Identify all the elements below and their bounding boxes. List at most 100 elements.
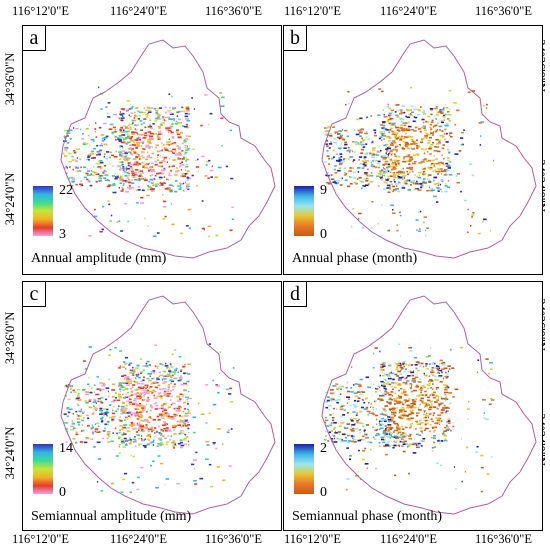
deformation-pixel (119, 350, 123, 352)
deformation-pixel (184, 372, 188, 374)
deformation-pixel (393, 429, 397, 432)
deformation-pixel (186, 384, 188, 386)
deformation-pixel (106, 437, 109, 440)
deformation-pixel (433, 430, 435, 433)
deformation-pixel (137, 189, 141, 191)
deformation-pixel (455, 109, 460, 112)
deformation-pixel (383, 378, 386, 381)
deformation-pixel (107, 179, 110, 182)
deformation-pixel (91, 431, 95, 434)
deformation-pixel (391, 407, 396, 410)
deformation-pixel (128, 123, 133, 126)
deformation-pixel (130, 413, 133, 416)
deformation-pixel (144, 446, 147, 449)
deformation-pixel (124, 168, 127, 171)
deformation-pixel (466, 231, 469, 234)
deformation-pixel (337, 136, 340, 139)
deformation-pixel (383, 393, 387, 396)
deformation-pixel (174, 369, 178, 371)
deformation-pixel (82, 133, 84, 135)
deformation-pixel (339, 425, 342, 427)
deformation-pixel (396, 384, 400, 386)
deformation-pixel (385, 148, 389, 150)
deformation-pixel (151, 162, 154, 165)
deformation-pixel (100, 108, 103, 110)
deformation-pixel (171, 402, 176, 405)
deformation-pixel (380, 380, 384, 383)
deformation-pixel (407, 446, 409, 448)
deformation-pixel (438, 142, 441, 144)
deformation-pixel (210, 485, 214, 488)
deformation-pixel (377, 398, 380, 400)
deformation-pixel (101, 412, 105, 415)
deformation-pixel (398, 143, 401, 146)
deformation-pixel (185, 436, 189, 438)
deformation-pixel (125, 191, 129, 193)
deformation-pixel (377, 160, 381, 163)
deformation-pixel (386, 401, 389, 403)
deformation-pixel (367, 436, 369, 439)
deformation-pixel (74, 150, 77, 153)
deformation-pixel (447, 159, 451, 162)
deformation-pixel (423, 410, 426, 412)
deformation-pixel (176, 170, 180, 172)
deformation-pixel (377, 222, 379, 225)
deformation-pixel (399, 214, 402, 217)
deformation-pixel (157, 425, 161, 428)
deformation-pixel (388, 394, 392, 396)
deformation-pixel (399, 112, 403, 115)
deformation-pixel (100, 401, 104, 404)
deformation-pixel (444, 375, 447, 378)
deformation-pixel (387, 103, 390, 106)
deformation-pixel (400, 129, 404, 131)
deformation-pixel (467, 418, 469, 420)
deformation-pixel (406, 116, 411, 119)
deformation-pixel (453, 102, 457, 104)
deformation-pixel (70, 176, 73, 179)
deformation-pixel (131, 149, 133, 152)
deformation-pixel (411, 181, 415, 184)
deformation-pixel (370, 402, 372, 405)
deformation-pixel (415, 120, 417, 123)
deformation-pixel (328, 134, 333, 137)
deformation-pixel (146, 360, 150, 363)
deformation-pixel (157, 392, 162, 394)
deformation-pixel (186, 380, 190, 383)
deformation-pixel (393, 176, 397, 179)
deformation-pixel (216, 428, 221, 430)
deformation-pixel (414, 116, 418, 119)
deformation-pixel (388, 165, 391, 168)
deformation-pixel (131, 422, 133, 425)
deformation-pixel (438, 161, 442, 164)
deformation-pixel (388, 137, 392, 139)
deformation-pixel (349, 182, 353, 185)
deformation-pixel (109, 123, 114, 126)
deformation-pixel (465, 446, 469, 449)
deformation-pixel (126, 427, 128, 430)
deformation-pixel (329, 424, 332, 427)
deformation-pixel (162, 117, 164, 120)
deformation-pixel (141, 407, 145, 409)
deformation-pixel (402, 175, 405, 177)
deformation-pixel (157, 138, 161, 140)
deformation-pixel (179, 187, 182, 189)
deformation-pixel (90, 427, 94, 429)
deformation-pixel (173, 441, 176, 444)
deformation-pixel (402, 127, 406, 130)
deformation-pixel (82, 389, 86, 391)
deformation-pixel (109, 348, 112, 351)
deformation-pixel (90, 387, 93, 389)
deformation-pixel (392, 446, 395, 449)
deformation-pixel (111, 412, 116, 415)
deformation-pixel (168, 406, 171, 408)
deformation-pixel (421, 362, 424, 365)
deformation-pixel (172, 159, 177, 161)
deformation-pixel (160, 165, 164, 168)
deformation-pixel (358, 449, 360, 452)
deformation-pixel (75, 433, 79, 436)
deformation-pixel (102, 382, 105, 385)
deformation-pixel (107, 390, 109, 393)
deformation-pixel (161, 417, 165, 419)
deformation-pixel (387, 147, 392, 150)
deformation-pixel (331, 417, 335, 419)
